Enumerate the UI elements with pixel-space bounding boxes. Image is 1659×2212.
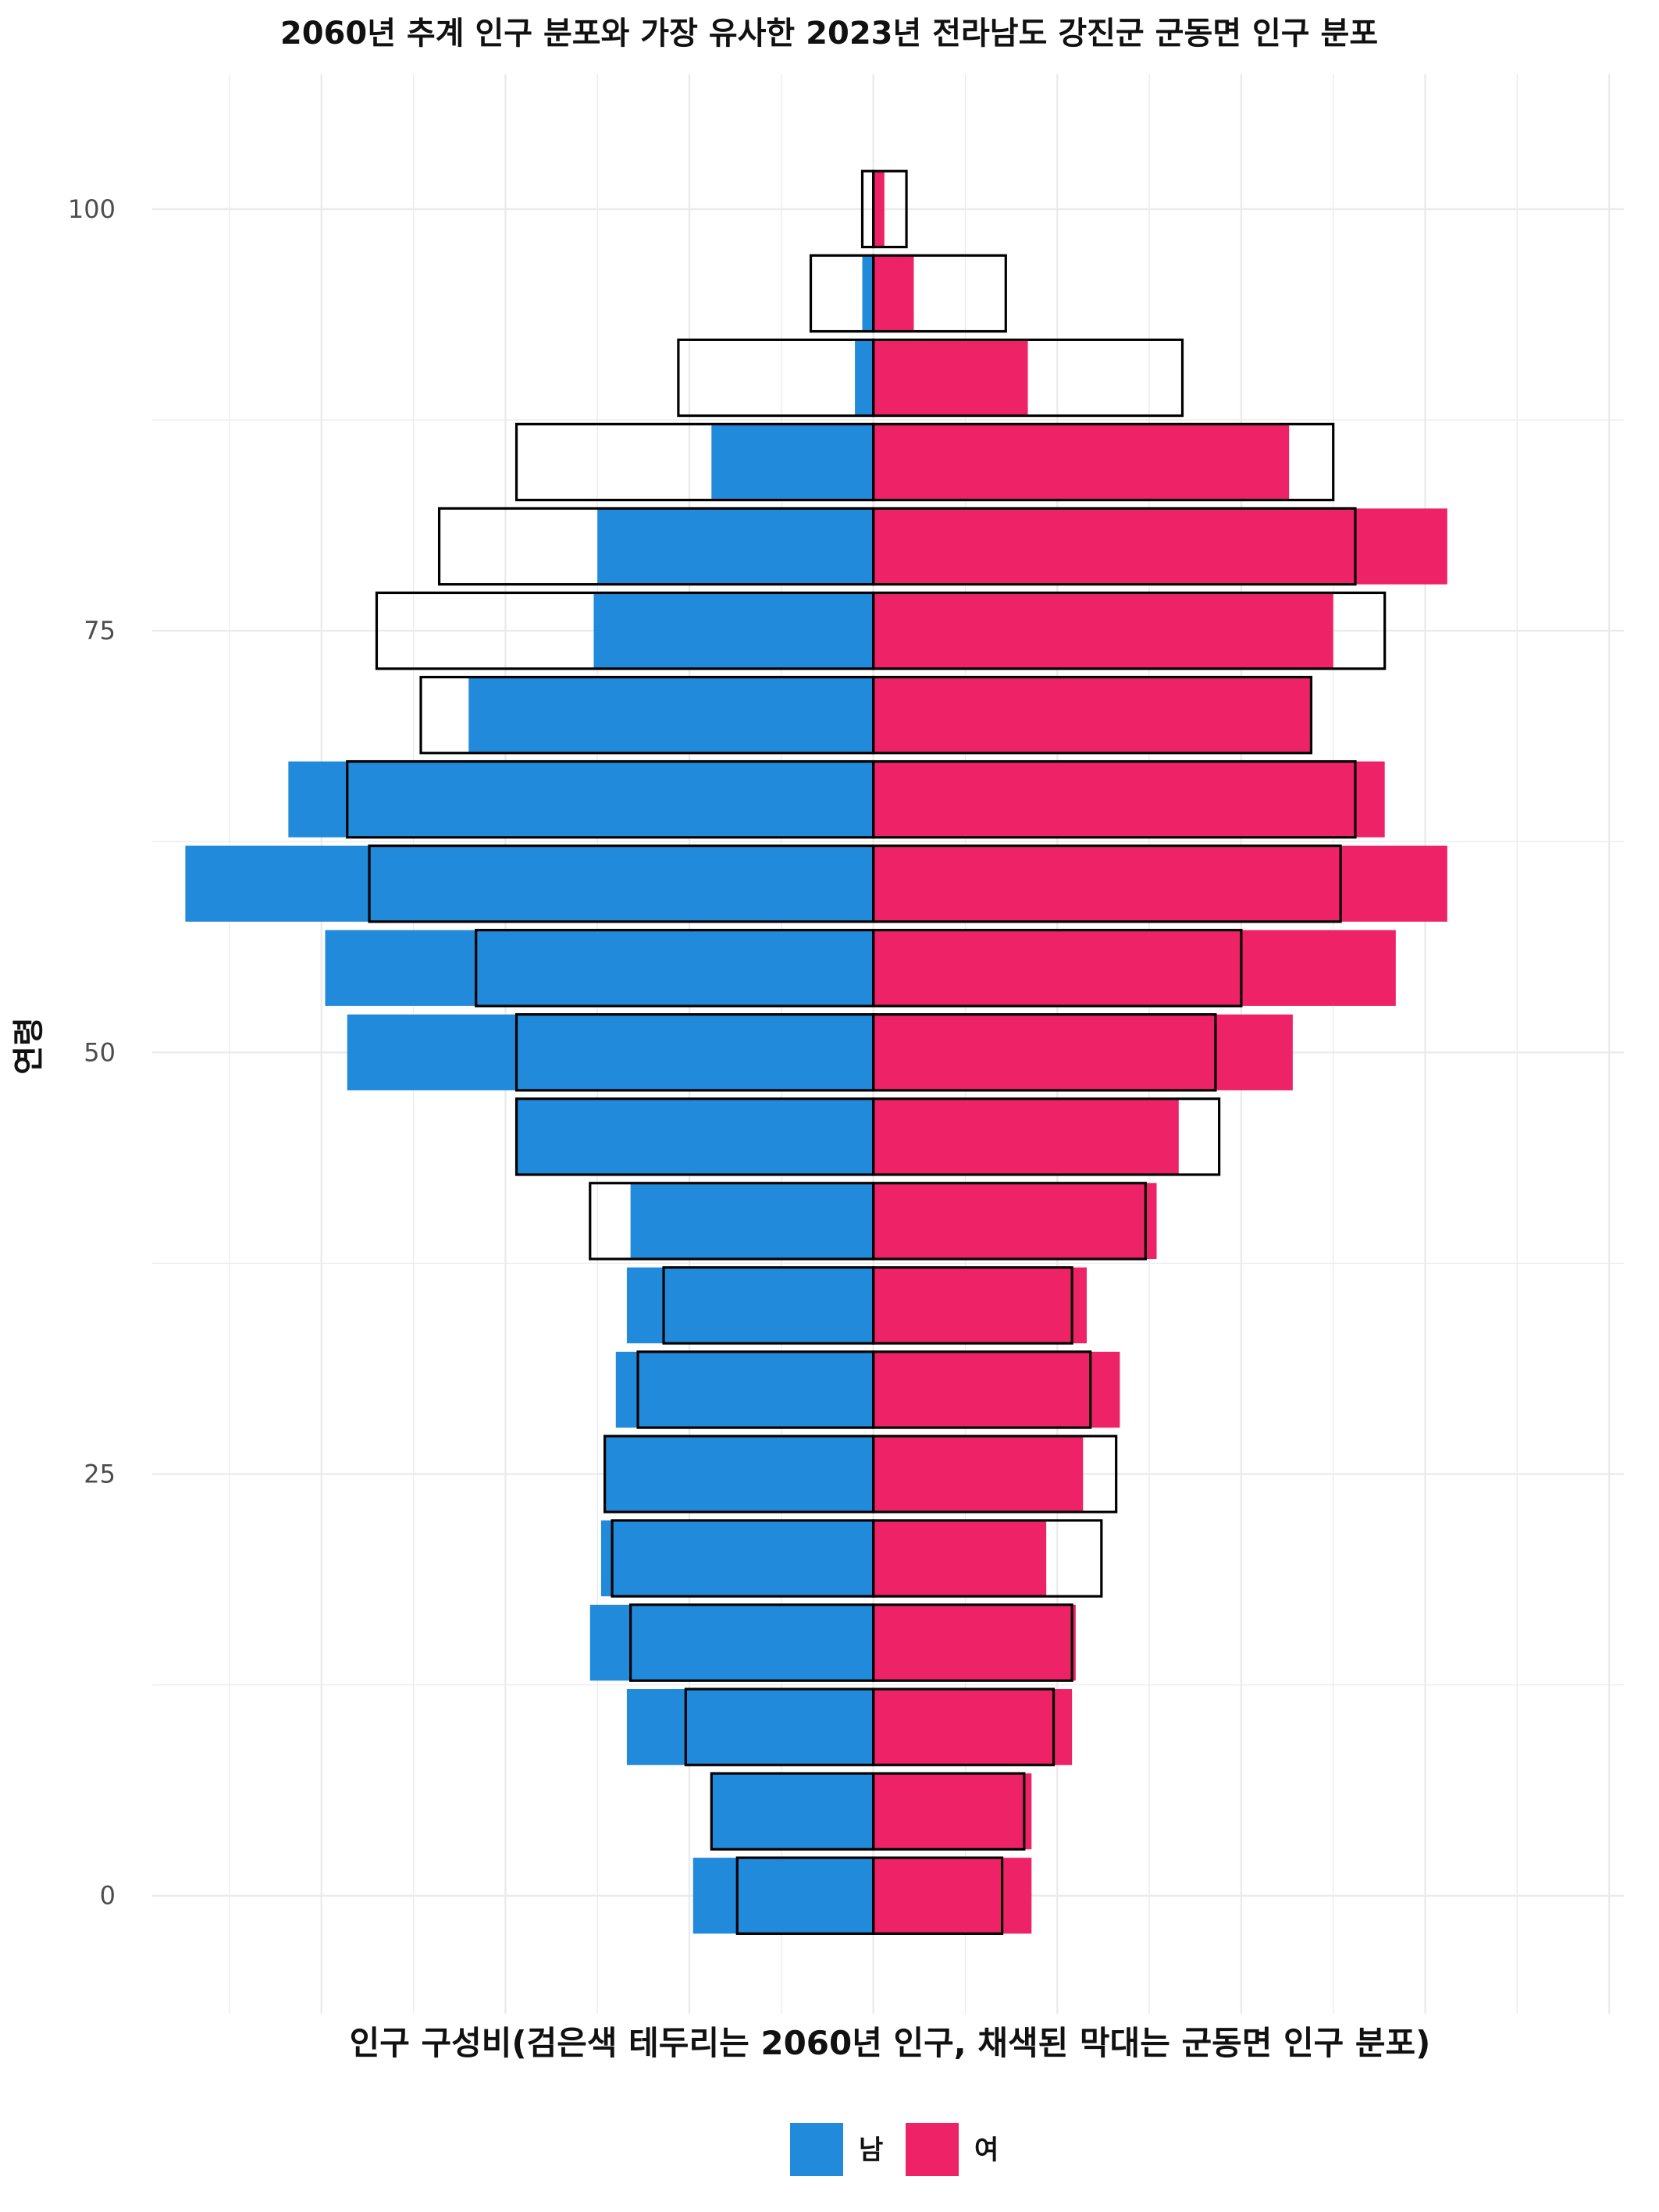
- bars: [185, 171, 1447, 1934]
- female-outline-2060: [872, 1772, 1026, 1851]
- y-tick-labels: 0 25 50 75 100: [68, 194, 116, 1911]
- male-bar: [185, 845, 874, 922]
- female-bar: [873, 1604, 1076, 1681]
- grid: [152, 74, 1624, 2014]
- female-bar: [873, 677, 1312, 753]
- female-bar: [873, 1435, 1084, 1513]
- female-outline-2060: [872, 675, 1313, 755]
- female-bar: [873, 1351, 1120, 1428]
- y-tick-label: 100: [68, 194, 116, 224]
- y-axis-label: 연령: [11, 1017, 47, 1075]
- female-bar: [873, 1098, 1179, 1175]
- female-outline-2060: [872, 1435, 1118, 1513]
- female-outline-2060: [872, 1097, 1221, 1176]
- male-bar: [855, 340, 874, 416]
- male-bar: [347, 1014, 874, 1090]
- female-bar: [873, 424, 1290, 500]
- female-bar: [873, 1689, 1073, 1766]
- female-outline-2060: [872, 929, 1243, 1008]
- female-outline-2060: [872, 759, 1357, 839]
- female-outline-2060: [872, 169, 908, 249]
- female-bar: [873, 930, 1396, 1006]
- male-bar: [468, 677, 874, 753]
- female-bar: [873, 592, 1333, 669]
- female-bar: [873, 340, 1028, 416]
- female-bar: [873, 1520, 1047, 1597]
- male-bar: [604, 1435, 874, 1513]
- female-outline-2060: [872, 338, 1184, 418]
- male-bar: [862, 255, 874, 332]
- male-bar: [711, 1773, 874, 1850]
- legend-swatch-female: [906, 2123, 959, 2176]
- male-bar: [288, 761, 874, 838]
- y-tick-label: 25: [84, 1460, 116, 1489]
- outline-bars: [346, 169, 1387, 1935]
- female-outline-2060: [872, 1603, 1073, 1682]
- female-outline-2060: [872, 1350, 1092, 1429]
- female-bar: [873, 508, 1447, 585]
- female-outline-2060: [872, 1013, 1217, 1092]
- legend-label-female: 여: [974, 2135, 999, 2166]
- female-bar: [873, 1858, 1032, 1934]
- female-bar: [873, 1182, 1157, 1260]
- female-outline-2060: [872, 1266, 1073, 1345]
- female-bar: [873, 845, 1447, 922]
- female-bar: [873, 255, 914, 332]
- male-bar: [615, 1351, 874, 1428]
- female-outline-2060: [872, 254, 1007, 333]
- male-bar: [516, 1098, 874, 1175]
- female-outline-2060: [872, 1182, 1147, 1261]
- chart-title: 2060년 추계 인구 분포와 가장 유사한 2023년 전라남도 강진군 군동…: [280, 16, 1378, 52]
- female-outline-2060: [872, 1519, 1103, 1598]
- female-outline-2060: [872, 1856, 1004, 1935]
- female-bar: [873, 171, 885, 247]
- male-bar: [626, 1267, 874, 1344]
- male-bar: [597, 508, 874, 585]
- male-bar: [692, 1858, 874, 1934]
- female-outline-2060: [872, 1687, 1056, 1766]
- female-outline-2060: [872, 507, 1357, 586]
- male-bar: [600, 1520, 874, 1597]
- legend-label-male: 남: [859, 2135, 883, 2166]
- male-outline-2060: [677, 338, 875, 418]
- male-bar: [711, 424, 874, 500]
- female-bar: [873, 1014, 1293, 1090]
- x-axis-label: 인구 구성비(검은색 테두리는 2060년 인구, 채색된 막대는 군동면 인구…: [350, 2024, 1431, 2062]
- male-bar: [630, 1182, 874, 1260]
- legend-swatch-male: [790, 2123, 843, 2176]
- female-outline-2060: [872, 422, 1335, 502]
- female-bar: [873, 761, 1385, 838]
- female-bar: [873, 1267, 1087, 1344]
- y-tick-label: 0: [100, 1881, 116, 1911]
- female-outline-2060: [872, 591, 1387, 670]
- y-tick-label: 75: [84, 616, 116, 645]
- female-bar: [873, 1773, 1032, 1850]
- male-bar: [593, 592, 874, 669]
- male-bar: [589, 1604, 874, 1681]
- male-bar: [325, 930, 874, 1006]
- y-tick-label: 50: [84, 1037, 116, 1067]
- male-bar: [626, 1689, 874, 1766]
- female-outline-2060: [872, 844, 1342, 923]
- legend: 남 여: [790, 2123, 999, 2176]
